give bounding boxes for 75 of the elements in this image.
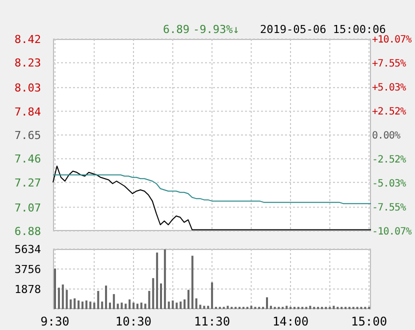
bar [226,306,229,309]
y-tick-label: 8.23 [14,56,41,70]
y2-tick-label: +10.07% [372,34,412,46]
y-tick-label: 7.27 [14,176,41,190]
x-tick-label: 9:30 [40,314,70,329]
bar [207,306,210,309]
bar [81,302,84,309]
bar [203,306,206,309]
bar [124,304,127,309]
y-tick-label: 7.84 [14,105,42,118]
y2-tick-label: +2.52% [372,106,406,118]
bar [85,300,88,309]
bar [156,252,158,309]
y-tick-label: 6.88 [14,225,41,238]
y2-tick-label: +7.55% [372,58,406,70]
bar [286,306,288,309]
y-tick-label: 7.07 [14,201,41,214]
bar [187,290,190,309]
bar [270,306,272,309]
x-tick-label: 10:30 [115,314,152,329]
bar [66,290,68,309]
y-tick-label: 7.65 [14,129,41,142]
bar [116,304,119,309]
y2-tick-label: -5.03% [372,178,406,190]
bar [89,302,92,309]
bar [54,268,56,309]
x-tick-label: 15:00 [350,314,388,329]
line-series [52,174,372,204]
y2-tick-label: -10.07% [372,226,412,238]
bar [58,288,60,309]
bar [128,299,131,309]
bar [211,282,214,309]
y-tick-label: 5634 [14,243,42,256]
bar [195,298,198,309]
y2-tick-label: 0.00% [372,130,400,142]
bar [180,302,182,309]
bar [112,294,115,309]
text: -9.93%↓ [193,23,240,36]
bar [176,302,178,309]
bar [108,302,111,309]
bar [101,302,104,309]
bar [152,278,154,309]
y2-tick-label: -2.52% [372,154,406,166]
bar [136,304,138,309]
bar [172,300,174,309]
bar [309,306,312,309]
bar [199,304,202,309]
y-tick-label: 8.42 [14,33,41,46]
bar [140,302,142,309]
y-tick-label: 3756 [14,263,41,276]
text: 6.89 [163,23,190,36]
bar [332,306,335,309]
x-tick-label: 11:30 [194,314,230,329]
bar [132,302,135,309]
y2-tick-label: +5.03% [372,82,406,94]
bar [184,299,186,309]
bar [250,306,252,309]
bar [74,298,76,309]
bar [148,290,150,309]
y2-tick-label: -7.55% [372,202,406,214]
bar [266,297,268,309]
y-tick-label: 1878 [14,283,41,296]
text: 2019-05-06 15:00:06 [260,23,386,36]
bar [62,284,64,309]
bar [105,286,108,309]
y-tick-label: 7.46 [14,152,41,166]
bar [97,290,100,309]
bar [160,283,162,309]
bar [164,249,166,309]
bar [191,256,194,309]
y-tick-label: 8.03 [14,82,41,95]
bar [168,302,170,309]
bar [120,302,123,309]
bar [78,300,80,309]
x-tick-label: 14:00 [272,314,309,329]
